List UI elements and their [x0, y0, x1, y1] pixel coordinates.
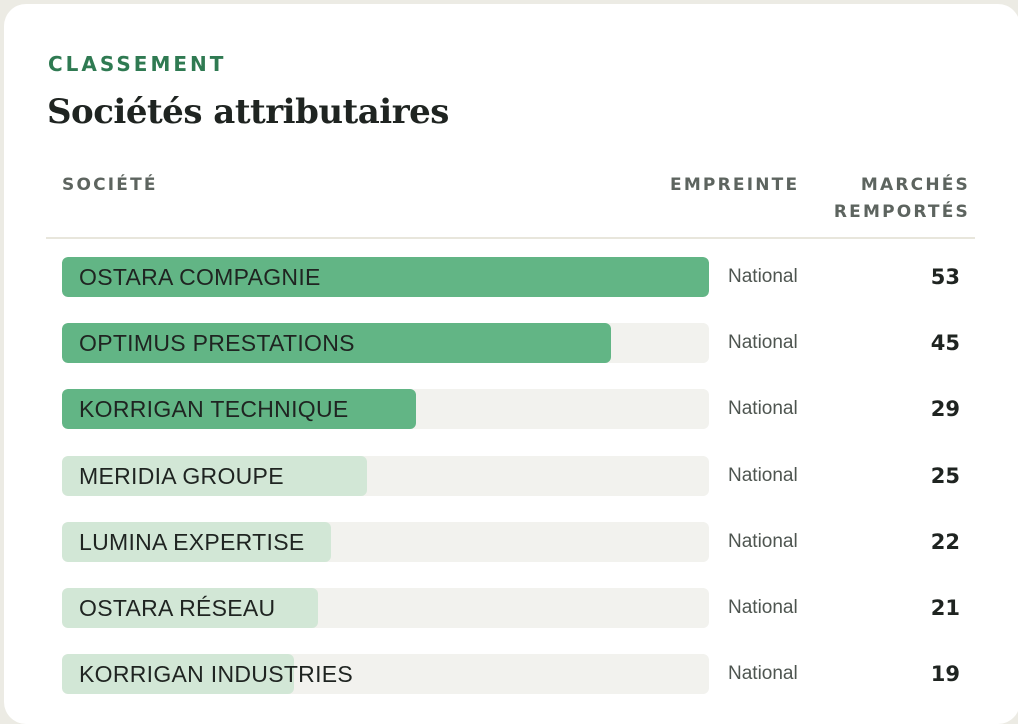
card-title: Sociétés attributaires [47, 92, 449, 132]
bar-track [62, 257, 709, 297]
marches-count: 19 [930, 662, 960, 686]
marches-count: 29 [930, 397, 960, 421]
table-row[interactable]: OSTARA RÉSEAU National 21 [4, 586, 1018, 630]
empreinte-value: National [728, 266, 798, 287]
header-divider [46, 237, 975, 239]
bar-fill [62, 588, 319, 628]
company-name: LUMINA EXPERTISE [79, 529, 305, 555]
empreinte-value: National [728, 531, 798, 552]
company-name: OSTARA RÉSEAU [79, 595, 276, 621]
column-header-marches-line1: MARCHÉS [860, 175, 970, 195]
table-row[interactable]: OPTIMUS PRESTATIONS National 45 [4, 321, 1018, 365]
bar-fill [62, 257, 709, 297]
marches-count: 25 [930, 464, 960, 488]
bar-fill [62, 323, 612, 363]
bar-track [62, 588, 709, 628]
bar-fill [62, 654, 294, 694]
table-row[interactable]: KORRIGAN INDUSTRIES National 19 [4, 652, 1018, 696]
marches-count: 21 [930, 596, 960, 620]
table-row[interactable]: LUMINA EXPERTISE National 22 [4, 520, 1018, 564]
empreinte-value: National [728, 663, 798, 684]
company-name: OPTIMUS PRESTATIONS [79, 330, 355, 356]
table-row[interactable]: KORRIGAN TECHNIQUE National 29 [4, 387, 1018, 431]
bar-fill [62, 456, 368, 496]
marches-count: 45 [930, 331, 960, 355]
company-name: KORRIGAN TECHNIQUE [79, 396, 349, 422]
empreinte-value: National [728, 398, 798, 419]
table-row[interactable]: MERIDIA GROUPE National 25 [4, 454, 1018, 498]
empreinte-value: National [728, 597, 798, 618]
marches-count: 53 [930, 265, 960, 289]
bar-fill [62, 522, 331, 562]
column-header-marches-line2: REMPORTÉS [833, 202, 970, 222]
marches-count: 22 [930, 530, 960, 554]
bar-track [62, 522, 709, 562]
section-eyebrow: CLASSEMENT [48, 52, 227, 76]
bar-track [62, 389, 709, 429]
empreinte-value: National [728, 332, 798, 353]
column-header-empreinte: EMPREINTE [670, 175, 800, 195]
bar-fill [62, 389, 416, 429]
bar-track [62, 654, 709, 694]
column-header-societe: SOCIÉTÉ [62, 175, 158, 195]
column-header-marches: MARCHÉS REMPORTÉS [800, 172, 970, 226]
company-name: MERIDIA GROUPE [79, 463, 284, 489]
company-name: KORRIGAN INDUSTRIES [79, 661, 354, 687]
table-row[interactable]: OSTARA COMPAGNIE National 53 [4, 255, 1018, 299]
ranking-card: CLASSEMENT Sociétés attributaires SOCIÉT… [4, 4, 1018, 724]
empreinte-value: National [728, 465, 798, 486]
bar-track [62, 456, 709, 496]
company-name: OSTARA COMPAGNIE [79, 264, 321, 290]
bar-track [62, 323, 709, 363]
